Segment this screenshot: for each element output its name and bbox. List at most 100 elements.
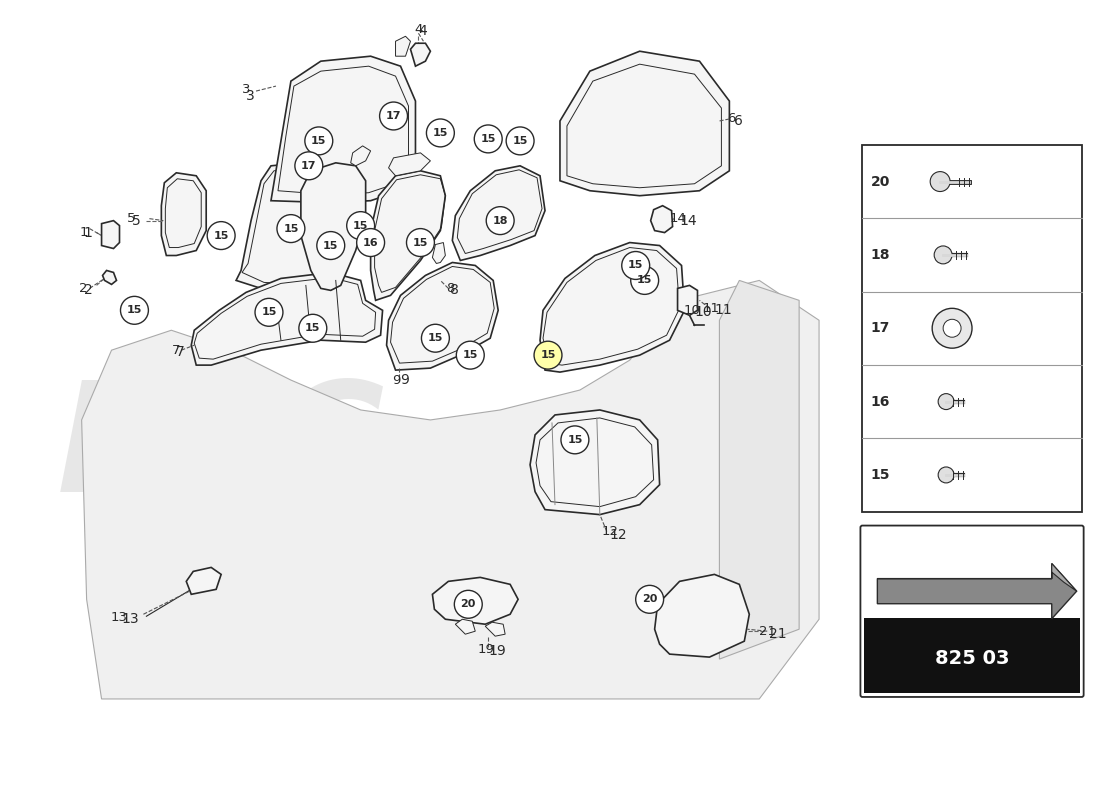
Text: 5: 5 bbox=[132, 214, 140, 228]
Polygon shape bbox=[455, 619, 475, 634]
Text: 15: 15 bbox=[540, 350, 556, 360]
Text: 16: 16 bbox=[871, 394, 890, 409]
FancyBboxPatch shape bbox=[862, 145, 1081, 512]
Polygon shape bbox=[386, 262, 498, 370]
Circle shape bbox=[356, 229, 385, 257]
Polygon shape bbox=[650, 206, 672, 233]
Circle shape bbox=[938, 467, 954, 483]
Polygon shape bbox=[271, 56, 416, 202]
Text: 15: 15 bbox=[432, 128, 448, 138]
Text: 15: 15 bbox=[637, 275, 652, 286]
Polygon shape bbox=[560, 51, 729, 196]
Text: 15: 15 bbox=[568, 435, 583, 445]
Circle shape bbox=[427, 119, 454, 147]
Text: 19: 19 bbox=[488, 644, 506, 658]
Text: 15: 15 bbox=[481, 134, 496, 144]
Polygon shape bbox=[81, 281, 820, 699]
Polygon shape bbox=[162, 173, 206, 255]
Polygon shape bbox=[878, 563, 1077, 618]
Text: 12: 12 bbox=[602, 525, 618, 538]
Text: 15: 15 bbox=[213, 230, 229, 241]
Text: 17: 17 bbox=[871, 322, 890, 335]
Circle shape bbox=[943, 319, 961, 338]
Circle shape bbox=[636, 586, 663, 614]
Polygon shape bbox=[719, 281, 799, 659]
Polygon shape bbox=[678, 286, 697, 315]
Text: 3: 3 bbox=[242, 82, 251, 95]
Text: 15: 15 bbox=[126, 306, 142, 315]
Text: 19: 19 bbox=[477, 642, 495, 656]
Text: 13: 13 bbox=[121, 612, 139, 626]
Text: 20: 20 bbox=[642, 594, 658, 604]
Circle shape bbox=[621, 251, 650, 279]
Text: 18: 18 bbox=[870, 248, 890, 262]
Circle shape bbox=[305, 127, 333, 155]
Text: 11: 11 bbox=[703, 302, 719, 315]
Text: 4: 4 bbox=[415, 22, 422, 36]
Text: EPC: EPC bbox=[57, 375, 385, 524]
Text: 11: 11 bbox=[714, 303, 733, 318]
Circle shape bbox=[317, 231, 344, 259]
Text: 12: 12 bbox=[609, 527, 627, 542]
Text: 8: 8 bbox=[447, 282, 454, 295]
Polygon shape bbox=[388, 153, 430, 176]
Polygon shape bbox=[236, 163, 345, 290]
Polygon shape bbox=[878, 563, 1077, 591]
Polygon shape bbox=[530, 410, 660, 514]
Polygon shape bbox=[351, 146, 371, 166]
Text: 15: 15 bbox=[412, 238, 428, 247]
Text: 9: 9 bbox=[400, 373, 409, 387]
Circle shape bbox=[932, 308, 972, 348]
Polygon shape bbox=[485, 622, 505, 636]
Text: 15: 15 bbox=[262, 307, 277, 318]
Text: 1: 1 bbox=[79, 226, 88, 239]
Text: 7: 7 bbox=[176, 345, 185, 359]
Circle shape bbox=[346, 212, 375, 239]
Polygon shape bbox=[102, 270, 117, 285]
Text: 9: 9 bbox=[393, 374, 400, 386]
Circle shape bbox=[486, 206, 514, 234]
Text: 825 03: 825 03 bbox=[935, 649, 1010, 668]
Text: 16: 16 bbox=[363, 238, 378, 247]
Text: 14: 14 bbox=[680, 214, 697, 228]
Circle shape bbox=[934, 246, 953, 264]
Text: 15: 15 bbox=[463, 350, 478, 360]
Circle shape bbox=[295, 152, 322, 180]
Text: 8: 8 bbox=[450, 283, 459, 298]
Text: 15: 15 bbox=[870, 468, 890, 482]
Text: 21: 21 bbox=[759, 625, 775, 638]
Polygon shape bbox=[301, 163, 365, 290]
Circle shape bbox=[379, 102, 407, 130]
Circle shape bbox=[931, 171, 950, 191]
Circle shape bbox=[121, 296, 148, 324]
Text: 7: 7 bbox=[172, 344, 180, 357]
Text: 15: 15 bbox=[353, 221, 369, 230]
Text: 14: 14 bbox=[669, 212, 686, 225]
Text: 1: 1 bbox=[84, 226, 92, 239]
Polygon shape bbox=[540, 242, 684, 372]
Text: a passion for parts since 1985: a passion for parts since 1985 bbox=[187, 515, 454, 603]
Polygon shape bbox=[452, 166, 544, 261]
Text: 3: 3 bbox=[246, 89, 255, 103]
Text: 15: 15 bbox=[628, 261, 643, 270]
Text: 17: 17 bbox=[301, 161, 317, 171]
Polygon shape bbox=[371, 170, 446, 300]
Text: 13: 13 bbox=[111, 610, 128, 624]
Polygon shape bbox=[396, 36, 410, 56]
Circle shape bbox=[630, 266, 659, 294]
Text: 21: 21 bbox=[769, 627, 786, 641]
Polygon shape bbox=[186, 567, 221, 594]
Circle shape bbox=[277, 214, 305, 242]
Text: 15: 15 bbox=[311, 136, 327, 146]
Polygon shape bbox=[432, 242, 446, 263]
Circle shape bbox=[255, 298, 283, 326]
Circle shape bbox=[207, 222, 235, 250]
Text: 15: 15 bbox=[305, 323, 320, 334]
Text: 20: 20 bbox=[871, 174, 890, 189]
Circle shape bbox=[407, 229, 434, 257]
Text: 2: 2 bbox=[84, 283, 92, 298]
Text: 15: 15 bbox=[283, 223, 298, 234]
Text: 15: 15 bbox=[513, 136, 528, 146]
Text: 10: 10 bbox=[683, 304, 700, 317]
Polygon shape bbox=[410, 43, 430, 66]
